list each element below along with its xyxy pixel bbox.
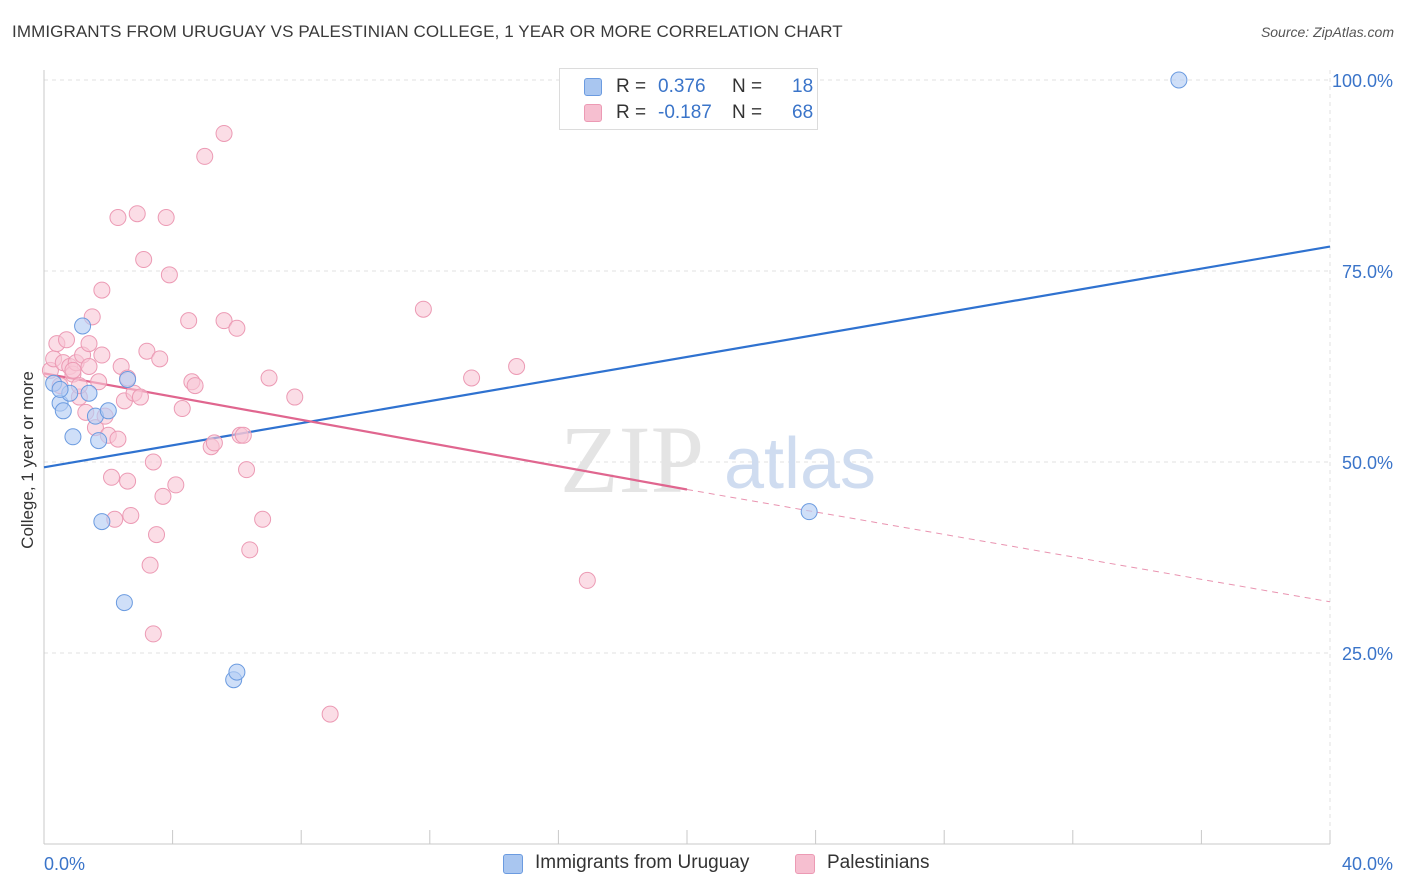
point-uruguay [99, 402, 117, 420]
y-tick-label-100: 100.0% [1332, 71, 1393, 91]
trend-line-palestinians [43, 372, 688, 491]
point-uruguay [80, 384, 98, 402]
legend-swatch-palestinians [584, 104, 602, 122]
point-palestinians [254, 510, 272, 528]
trend-lines [43, 245, 1331, 603]
data-points [41, 71, 1188, 723]
point-palestinians [135, 251, 153, 269]
point-palestinians [131, 388, 149, 406]
point-palestinians [160, 266, 178, 284]
legend-swatch-uruguay [503, 854, 523, 874]
source-credit: Source: ZipAtlas.com [1260, 24, 1394, 40]
x-tick-label-0: 0.0% [44, 854, 85, 874]
point-uruguay [228, 663, 246, 681]
point-uruguay [51, 380, 69, 398]
point-palestinians [508, 358, 526, 375]
legend-r-value: -0.187 [658, 102, 712, 123]
point-palestinians [109, 209, 127, 227]
point-palestinians [154, 487, 172, 505]
point-palestinians [109, 430, 127, 448]
point-uruguay [74, 317, 92, 335]
legend-swatch-palestinians [795, 854, 815, 874]
legend-label-uruguay: Immigrants from Uruguay [535, 852, 750, 873]
point-palestinians [234, 426, 252, 444]
point-palestinians [215, 312, 233, 330]
point-palestinians [93, 346, 111, 364]
point-uruguay [1170, 71, 1188, 89]
point-uruguay [800, 503, 818, 521]
point-uruguay [115, 594, 133, 612]
point-palestinians [260, 369, 278, 387]
point-palestinians [148, 526, 166, 544]
point-palestinians [186, 377, 204, 395]
point-palestinians [215, 124, 233, 142]
point-palestinians [122, 506, 140, 524]
legend-label-palestinians: Palestinians [827, 852, 930, 873]
watermark: ZIP atlas [560, 406, 876, 513]
y-tick-label-25: 25.0% [1342, 644, 1393, 664]
legend-n-value: 18 [792, 76, 814, 97]
watermark-atlas: atlas [724, 424, 876, 504]
y-tick-label-50: 50.0% [1342, 453, 1393, 473]
point-palestinians [144, 453, 162, 471]
point-palestinians [238, 461, 256, 479]
point-palestinians [128, 205, 146, 223]
point-palestinians [93, 281, 111, 299]
legend-n-value: 68 [792, 102, 814, 123]
legend-r-label: R = [616, 76, 647, 97]
series-legend: Immigrants from Uruguay Palestinians [0, 852, 1406, 876]
point-palestinians [119, 472, 137, 490]
point-palestinians [286, 388, 304, 406]
legend-r-value: 0.376 [658, 76, 706, 97]
axes [43, 70, 1331, 845]
point-uruguay [90, 432, 108, 450]
point-palestinians [58, 331, 76, 349]
y-tick-label-75: 75.0% [1342, 262, 1393, 282]
point-palestinians [578, 571, 596, 589]
trend-line-uruguay [43, 245, 1331, 469]
point-palestinians [80, 335, 98, 353]
point-uruguay [54, 402, 72, 420]
point-uruguay [119, 370, 137, 388]
point-palestinians [228, 319, 246, 337]
watermark-zip: ZIP [560, 406, 704, 513]
point-palestinians [157, 209, 175, 227]
chart-title: IMMIGRANTS FROM URUGUAY VS PALESTINIAN C… [12, 22, 843, 41]
legend-n-label: N = [732, 76, 763, 97]
point-palestinians [167, 476, 185, 494]
legend-r-label: R = [616, 102, 647, 123]
x-tick-label-40: 40.0% [1342, 854, 1393, 874]
legend-n-label: N = [732, 102, 763, 123]
point-palestinians [64, 361, 82, 379]
point-palestinians [414, 300, 432, 318]
point-uruguay [93, 513, 111, 531]
point-palestinians [80, 358, 98, 375]
point-palestinians [141, 556, 159, 574]
correlation-legend: R = 0.376 N = 18 R = -0.187 N = 68 [559, 68, 818, 130]
point-palestinians [90, 373, 108, 391]
point-palestinians [463, 369, 481, 387]
point-palestinians [173, 400, 191, 418]
point-palestinians [196, 147, 214, 165]
point-palestinians [144, 625, 162, 643]
legend-swatch-uruguay [584, 78, 602, 96]
trend-line-palestinians-extrapolated [686, 489, 1331, 603]
point-palestinians [151, 350, 169, 368]
point-palestinians [180, 312, 198, 330]
point-uruguay [64, 428, 82, 446]
point-palestinians [321, 705, 339, 723]
point-palestinians [205, 434, 223, 452]
point-palestinians [241, 541, 259, 559]
point-palestinians [103, 468, 121, 486]
point-palestinians [138, 342, 156, 360]
tick-labels: 25.0% 50.0% 75.0% 100.0% 0.0% 40.0% [44, 71, 1393, 874]
